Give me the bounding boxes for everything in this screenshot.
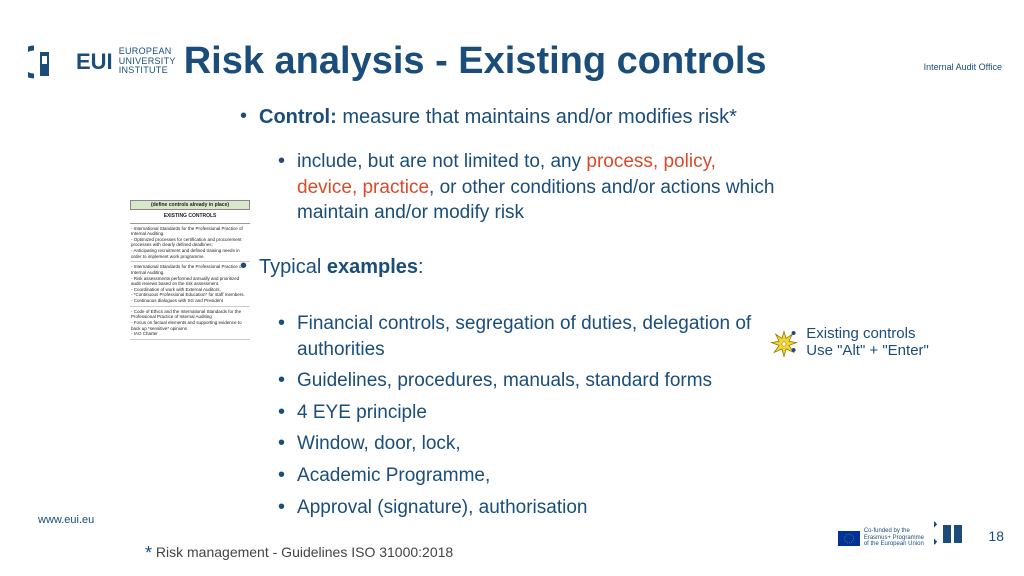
logo-subtext: EUROPEAN UNIVERSITY INSTITUTE [119, 47, 176, 77]
tip-box: • Existing controls • Use "Alt" + "Enter" [791, 325, 1006, 359]
internal-audit-label: Internal Audit Office [924, 62, 1002, 72]
bullet-text: Window, door, lock, [297, 431, 461, 457]
logo-mark-icon [28, 44, 68, 80]
bullet-text: Typical examples: [259, 254, 424, 281]
bullet-level-1: • Typical examples: [240, 254, 780, 281]
bullet-dot-icon: • [240, 104, 247, 131]
bullet-text: Control: measure that maintains and/or m… [259, 104, 737, 131]
bullet-dot-icon: • [791, 325, 796, 342]
logo-text-eui: EUI [76, 49, 113, 75]
footer-note: * Risk management - Guidelines ISO 31000… [145, 543, 453, 564]
bullet-level-2: •Financial controls, segregation of duti… [278, 311, 780, 362]
tip-text: Existing controls [806, 325, 915, 342]
bullet-text: Academic Programme, [297, 463, 490, 489]
bullet-level-2: • Academic Programme, [278, 463, 780, 489]
tip-item: • Existing controls [791, 325, 1006, 342]
bullet-dot-icon: • [278, 149, 285, 226]
bullet-text: include, but are not limited to, any pro… [297, 149, 780, 226]
bullet-level-1: • Control: measure that maintains and/or… [240, 104, 780, 131]
snippet-header-2: EXISTING CONTROLS [130, 210, 250, 223]
eui-logo: EUI EUROPEAN UNIVERSITY INSTITUTE [28, 44, 176, 80]
bullet-text: 4 EYE principle [297, 400, 427, 426]
asterisk-icon: * [145, 543, 152, 563]
bullet-text: Approval (signature), authorisation [297, 495, 587, 521]
bullet-dot-icon: • [278, 431, 285, 457]
tip-item: • Use "Alt" + "Enter" [791, 342, 1006, 359]
existing-controls-table-snippet: (define controls already in place) EXIST… [130, 200, 250, 340]
bullet-dot-icon: • [278, 311, 285, 362]
footer-logo-icon [934, 519, 972, 550]
bullet-level-2: • include, but are not limited to, any p… [278, 149, 780, 226]
bullet-dot-icon: • [278, 495, 285, 521]
tip-text: Use "Alt" + "Enter" [806, 342, 929, 359]
bullet-level-2: • 4 EYE principle [278, 400, 780, 426]
snippet-header-1: (define controls already in place) [130, 200, 250, 210]
examples-list: •Financial controls, segregation of duti… [240, 311, 780, 520]
eu-flag-icon [838, 531, 860, 546]
page-number: 18 [988, 528, 1004, 544]
bullet-text: Guidelines, procedures, manuals, standar… [297, 368, 712, 394]
slide-header: EUI EUROPEAN UNIVERSITY INSTITUTE Risk a… [28, 40, 1004, 83]
eu-text: Co-funded by the Erasmus+ Programme of t… [864, 528, 924, 548]
bullet-dot-icon: • [240, 254, 247, 281]
bullet-dot-icon: • [278, 463, 285, 489]
bullet-level-2: • Approval (signature), authorisation [278, 495, 780, 521]
bullet-level-2: • Window, door, lock, [278, 431, 780, 457]
slide-content: • Control: measure that maintains and/or… [240, 104, 780, 526]
snippet-block: - International Standards for the Profes… [130, 224, 250, 263]
snippet-block: - Code of Ethics and the International S… [130, 307, 250, 340]
bullet-dot-icon: • [278, 368, 285, 394]
eu-cofunded-badge: Co-funded by the Erasmus+ Programme of t… [838, 528, 924, 548]
footer-url: www.eui.eu [38, 514, 94, 526]
bullet-text: Financial controls, segregation of dutie… [297, 311, 780, 362]
snippet-block: - International Standards for the Profes… [130, 262, 250, 306]
slide-title: Risk analysis - Existing controls [184, 40, 767, 83]
bullet-dot-icon: • [278, 400, 285, 426]
bullet-level-2: • Guidelines, procedures, manuals, standa… [278, 368, 780, 394]
bullet-dot-icon: • [791, 342, 796, 359]
